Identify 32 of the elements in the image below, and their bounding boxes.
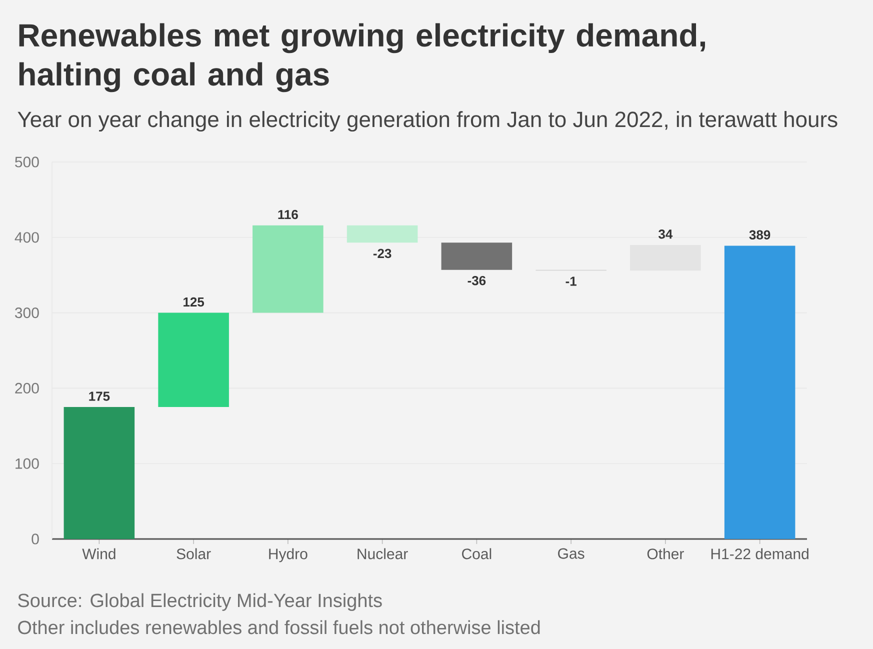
y-tick-label: 400 [14, 232, 39, 243]
bar [346, 225, 418, 243]
bar [158, 312, 229, 408]
data-label: 389 [749, 230, 770, 240]
x-tick-label: Solar [176, 548, 211, 560]
text: Other includes renewables and fossil fuels not otherwise listed [18, 620, 540, 634]
chart-subtitle: Year on year change in electricity generation from Jan to Jun 2022, in terawatt hours [18, 111, 838, 132]
bar [252, 225, 324, 313]
data-label: 175 [89, 392, 110, 401]
data-label: 116 [278, 210, 298, 220]
y-tick-label: 200 [15, 382, 39, 394]
x-tick-label: Other [647, 548, 684, 560]
data-label: -36 [468, 276, 486, 286]
bar [724, 246, 796, 539]
chart-title: Renewables met growing electricity demand, halting coal and gas [19, 23, 705, 92]
y-tick-label: 100 [16, 458, 39, 469]
x-tick-label: Hydro [269, 548, 308, 562]
data-label: -1 [566, 276, 576, 286]
bar [64, 407, 135, 539]
x-tick-label: Gas [558, 548, 584, 559]
x-tick-label: Wind [82, 548, 116, 560]
data-label: 125 [184, 297, 204, 307]
source-note: Source: Global Electricity Mid-Year Insights [18, 593, 382, 611]
x-tick-label: Coal [462, 548, 492, 560]
x-tick-label: H1-22 demand [711, 548, 808, 560]
y-tick-label: 300 [15, 307, 39, 318]
bar [441, 242, 512, 270]
data-label: -23 [373, 248, 392, 258]
y-tick-label: 500 [15, 156, 39, 168]
x-tick-label: Nuclear [358, 548, 408, 560]
y-tick-label: 0 [32, 534, 39, 544]
data-label: 34 [658, 230, 673, 239]
